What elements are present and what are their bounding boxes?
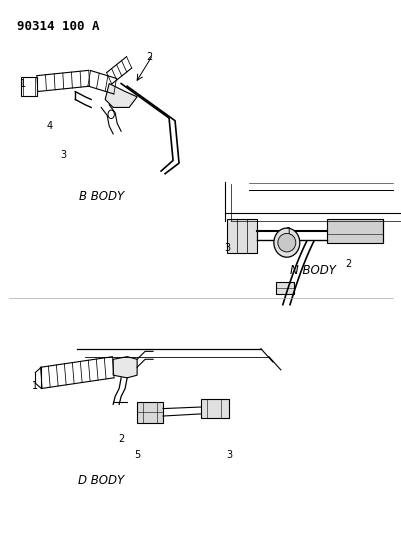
Text: 2: 2 bbox=[345, 259, 351, 269]
Bar bbox=[227, 219, 256, 253]
Bar bbox=[21, 77, 37, 95]
Text: 3: 3 bbox=[223, 243, 229, 253]
Text: B BODY: B BODY bbox=[79, 190, 124, 203]
Ellipse shape bbox=[277, 233, 295, 252]
Text: 1: 1 bbox=[285, 227, 291, 237]
Text: 3: 3 bbox=[60, 150, 66, 160]
Text: 3: 3 bbox=[225, 450, 231, 460]
Text: 1: 1 bbox=[32, 381, 38, 391]
Text: 5: 5 bbox=[134, 450, 140, 460]
Text: 2: 2 bbox=[118, 434, 124, 444]
Bar bbox=[275, 282, 293, 294]
Bar bbox=[326, 219, 382, 243]
Text: 90314 100 A: 90314 100 A bbox=[17, 20, 99, 33]
Text: 1: 1 bbox=[20, 78, 26, 88]
Text: D BODY: D BODY bbox=[78, 474, 124, 487]
Text: N BODY: N BODY bbox=[289, 264, 335, 278]
Ellipse shape bbox=[273, 228, 299, 257]
Bar bbox=[137, 402, 163, 423]
Text: 4: 4 bbox=[46, 121, 52, 131]
Text: 2: 2 bbox=[146, 52, 152, 62]
Polygon shape bbox=[105, 84, 137, 108]
Polygon shape bbox=[113, 357, 137, 378]
Bar bbox=[200, 399, 229, 418]
